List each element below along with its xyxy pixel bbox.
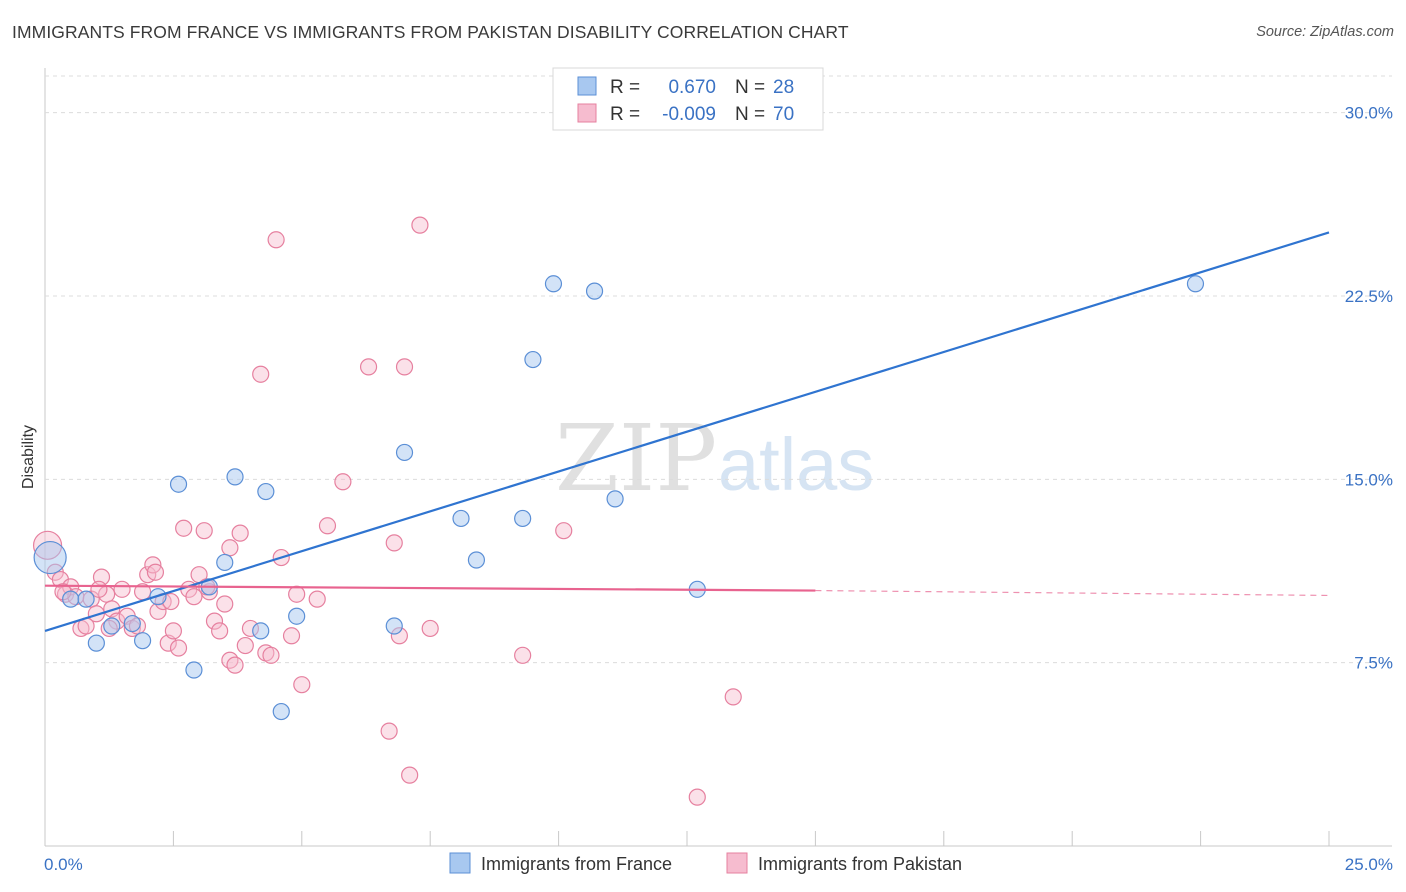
pakistan-point-58	[555, 522, 573, 540]
france-point-5	[123, 614, 141, 633]
pakistan-point-54	[401, 766, 419, 784]
chart-title: IMMIGRANTS FROM FRANCE VS IMMIGRANTS FRO…	[12, 22, 849, 42]
pakistan-point-38	[252, 365, 270, 383]
pakistan-point-49	[359, 358, 378, 376]
pakistan-point-51	[385, 534, 403, 552]
legend-france-r-label: R =	[610, 77, 640, 98]
france-point-11	[216, 553, 234, 572]
legend-pakistan-n-label: N =	[735, 104, 765, 125]
bottom-legend-france-label: Immigrants from France	[481, 854, 672, 874]
pakistan-point-33	[221, 651, 239, 669]
pakistan-point-23	[169, 639, 188, 657]
pakistan-point-56	[421, 619, 439, 638]
bottom-legend-pakistan-swatch	[726, 852, 748, 874]
bottom-legend-france-swatch	[449, 852, 471, 874]
bottom-legend-pakistan-label: Immigrants from Pakistan	[758, 854, 962, 874]
france-point-22	[524, 350, 542, 369]
france-point-3	[87, 634, 105, 652]
legend-pakistan-r-label: R =	[610, 104, 640, 125]
legend-pakistan-swatch	[577, 103, 597, 123]
pakistan-point-53	[395, 358, 414, 376]
y-tick-label-3: 30.0%	[1345, 104, 1393, 123]
source-credit: Source: ZipAtlas.com	[1256, 24, 1394, 40]
pakistan-point-31	[211, 622, 229, 640]
pakistan-point-43	[282, 627, 301, 645]
pakistan-point-41	[267, 231, 285, 249]
pakistan-point-50	[380, 722, 398, 740]
pakistan-point-69	[146, 563, 165, 581]
pakistan-point-32	[216, 595, 234, 613]
france-point-0	[33, 540, 67, 575]
france-point-16	[288, 607, 306, 625]
france-point-8	[169, 475, 188, 493]
france-point-14	[257, 482, 275, 501]
france-point-20	[467, 551, 486, 569]
france-point-21	[514, 509, 532, 528]
france-point-27	[1186, 275, 1205, 293]
france-trend-line	[44, 231, 1330, 632]
y-tick-label-0: 7.5%	[1354, 654, 1393, 673]
france-point-12	[226, 468, 244, 486]
x-tick-label-min: 0.0%	[44, 855, 83, 874]
pakistan-point-60	[724, 688, 742, 706]
legend-france-swatch	[577, 76, 597, 96]
gridlines	[45, 75, 1392, 664]
legend-france-n-label: N =	[735, 77, 765, 98]
pakistan-point-46	[308, 590, 326, 608]
series-legend: Immigrants from France Immigrants from P…	[449, 852, 962, 874]
pakistan-point-45	[293, 676, 311, 694]
y-tick-label-1: 15.0%	[1345, 470, 1393, 489]
legend-france-r-value: 0.670	[668, 77, 716, 98]
pakistan-point-30	[205, 612, 224, 630]
france-point-25	[606, 490, 624, 508]
pakistan-trend-line-extension	[815, 589, 1330, 597]
pakistan-point-40	[262, 646, 280, 664]
pakistan-point-13	[113, 580, 131, 598]
y-tick-label-2: 22.5%	[1345, 287, 1393, 306]
pakistan-point-44	[288, 585, 306, 603]
watermark-atlas: atlas	[718, 423, 874, 506]
pakistan-trend-line	[44, 584, 816, 592]
pakistan-point-47	[318, 517, 337, 535]
france-point-9	[185, 661, 203, 679]
pakistan-point-22	[164, 622, 182, 640]
pakistan-point-34	[226, 656, 244, 674]
watermark-zip: ZIP	[555, 405, 717, 512]
pakistan-point-28	[195, 522, 213, 540]
france-point-19	[452, 509, 470, 528]
france-point-1	[62, 590, 80, 608]
pakistan-point-59	[688, 788, 706, 806]
france-points	[33, 275, 1205, 721]
france-point-2	[77, 590, 95, 608]
pakistan-point-48	[334, 473, 352, 491]
pakistan-point-66	[221, 539, 239, 557]
y-tick-labels: 7.5% 15.0% 22.5% 30.0%	[1345, 104, 1393, 673]
x-tick-label-max: 25.0%	[1345, 855, 1393, 874]
pakistan-point-55	[411, 216, 429, 234]
pakistan-point-24	[175, 519, 193, 537]
y-axis-label: Disability	[20, 425, 37, 489]
pakistan-point-36	[236, 636, 254, 655]
pakistan-point-26	[185, 588, 203, 606]
legend-pakistan-n-value: 70	[773, 104, 794, 125]
pakistan-point-57	[514, 646, 532, 664]
pakistan-point-8	[87, 605, 105, 623]
legend-pakistan-r-value: -0.009	[662, 104, 716, 125]
france-point-17	[385, 617, 403, 635]
france-point-15	[272, 702, 290, 721]
france-point-18	[395, 443, 414, 462]
france-point-6	[133, 632, 152, 650]
x-ticks	[44, 831, 1330, 846]
france-point-13	[252, 622, 270, 640]
france-point-4	[103, 617, 121, 635]
correlation-legend: R = 0.670 N = 28 R = -0.009 N = 70	[552, 67, 824, 131]
legend-box	[552, 67, 824, 131]
france-point-24	[585, 282, 604, 300]
trend-lines	[44, 231, 1330, 632]
legend-france-n-value: 28	[773, 77, 794, 98]
pakistan-point-35	[231, 524, 249, 542]
france-point-23	[544, 275, 563, 293]
